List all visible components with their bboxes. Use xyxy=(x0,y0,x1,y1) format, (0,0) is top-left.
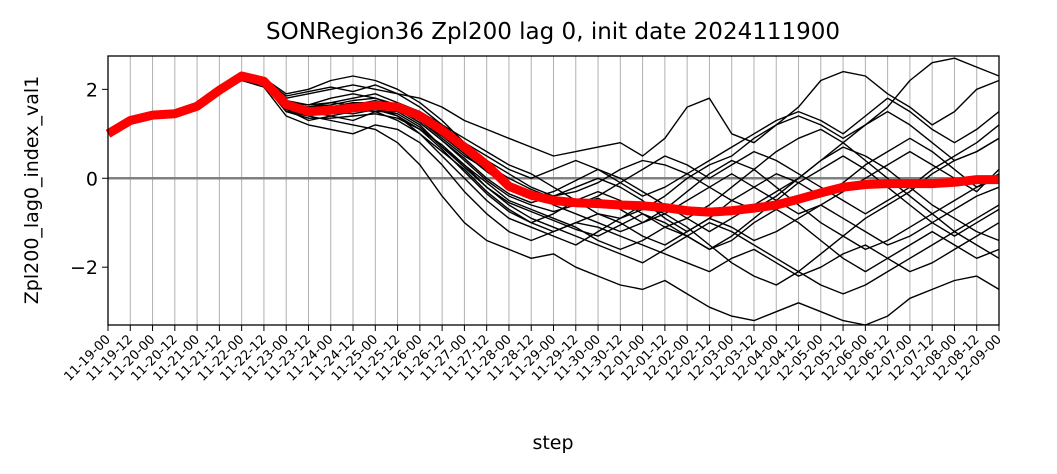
y-tick-label: 2 xyxy=(86,79,98,101)
plot-frame xyxy=(107,55,1000,326)
mean-line xyxy=(105,71,999,217)
y-tick-label: 0 xyxy=(86,168,98,190)
ensemble-mean xyxy=(105,71,999,217)
y-axis-label: Zpl200_lag0_index_val1 xyxy=(21,76,43,304)
y-axis-ticks: −2 0 2 xyxy=(70,79,108,279)
y-tick-label: −2 xyxy=(70,257,98,279)
x-axis-label: step xyxy=(532,432,573,454)
chart-title: SONRegion36 Zpl200 lag 0, init date 2024… xyxy=(266,19,840,45)
x-axis-ticks: 11-19-0011-19-1211-20-0011-20-1211-21-00… xyxy=(61,325,1005,385)
